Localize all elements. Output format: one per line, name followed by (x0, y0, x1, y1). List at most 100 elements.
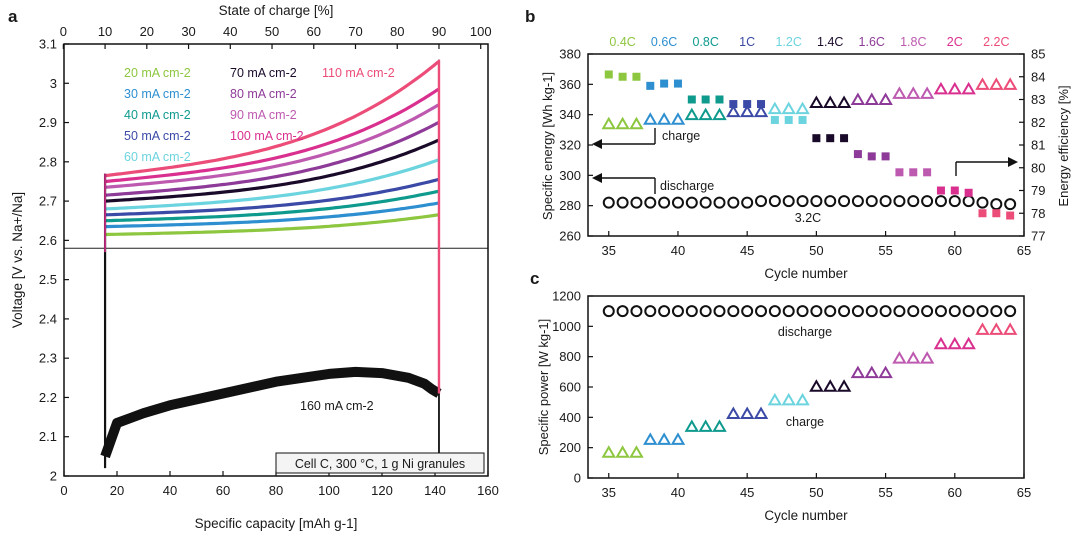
a-legend-entry: 80 mA cm-2 (230, 87, 297, 101)
panel-c-charge-label: charge (786, 415, 824, 429)
c-discharge-point (768, 305, 781, 318)
a-top-tick-label: 0 (60, 24, 67, 39)
a-top-tick-label: 70 (348, 24, 362, 39)
c-discharge-point (865, 305, 878, 318)
panel-label-c: c (530, 269, 539, 288)
b-crate-label: 2.2C (983, 35, 1009, 49)
b-efficiency-point (701, 95, 710, 104)
b-charge-point (961, 81, 976, 95)
a-ytick-label: 2.1 (39, 429, 57, 444)
b-discharge-point (658, 196, 671, 209)
c-charge-point (809, 379, 824, 392)
panel-b-charge-label: charge (662, 129, 700, 143)
panel-b-frame (587, 53, 1025, 237)
c-charge-point (892, 351, 907, 364)
b-charge-point (712, 107, 727, 121)
a-legend-entry: 110 mA cm-2 (322, 66, 395, 80)
c-charge-point (961, 336, 976, 350)
b-discharge-point (630, 196, 643, 209)
a-xtick-label: 100 (318, 483, 340, 498)
c-discharge-point (796, 305, 809, 318)
b-xtick-label: 45 (740, 243, 754, 258)
panel-b-rate-label: 3.2C (795, 211, 821, 225)
b-discharge-point (921, 195, 934, 208)
b-discharge-point (741, 196, 754, 209)
c-charge-point (684, 419, 700, 432)
b-discharge-point (810, 195, 823, 208)
c-xtick-label: 55 (878, 485, 892, 500)
a-charge-curve (105, 177, 439, 217)
panel-a-discharge-label: 160 mA cm-2 (300, 399, 374, 413)
c-charge-point (850, 365, 866, 379)
a-xtick-label: 140 (424, 483, 446, 498)
c-charge-point (836, 379, 852, 392)
c-discharge-point (962, 305, 975, 318)
b-crate-label: 1.4C (817, 35, 843, 49)
c-charge-point (726, 406, 741, 420)
b-charge-point (753, 104, 769, 118)
a-top-tick-label: 90 (432, 24, 446, 39)
b-ytick-label: 280 (559, 198, 581, 213)
a-legend-entry: 60 mA cm-2 (124, 150, 191, 164)
panel-label-a: a (8, 7, 18, 26)
a-charge-curve (105, 138, 440, 203)
b-ytick-right-label: 82 (1031, 115, 1045, 130)
b-discharge-point (976, 196, 989, 209)
c-charge-point (670, 432, 686, 445)
a-ytick-label: 2.8 (39, 154, 57, 169)
a-charge-curve (105, 189, 439, 223)
c-discharge-point (644, 305, 657, 318)
c-charge-point (906, 351, 921, 364)
b-efficiency-point (632, 72, 641, 81)
b-charge-point (933, 81, 949, 95)
b-crate-label: 1C (739, 35, 755, 49)
b-charge-point (975, 77, 990, 90)
c-ytick-label: 200 (559, 440, 581, 455)
b-efficiency-point (881, 152, 890, 161)
panel-a-annotation: Cell C, 300 °C, 1 g Ni granules (295, 457, 465, 471)
b-ytick-right-label: 77 (1031, 229, 1045, 244)
a-ytick-label: 2.4 (39, 311, 57, 326)
c-xtick-label: 40 (671, 485, 685, 500)
b-ytick-right-label: 83 (1031, 92, 1045, 107)
a-ytick-label: 2.7 (39, 194, 57, 209)
c-ytick-label: 1200 (552, 289, 581, 304)
b-charge-point (698, 107, 713, 121)
panel-a-ylabel: Voltage [V vs. Na+/Na] (10, 192, 25, 328)
b-charge-point (878, 92, 893, 105)
b-xtick-label: 35 (602, 243, 616, 258)
b-efficiency-point (1006, 211, 1015, 220)
b-charge-point (601, 116, 616, 130)
b-efficiency-point (978, 209, 987, 218)
c-charge-point (989, 322, 1004, 335)
b-efficiency-point (618, 72, 627, 81)
b-efficiency-point (964, 188, 973, 197)
c-discharge-point (810, 305, 823, 318)
c-discharge-point (934, 305, 947, 318)
b-discharge-point (685, 196, 698, 209)
b-xtick-label: 60 (948, 243, 962, 258)
b-efficiency-point (784, 115, 793, 124)
panel-b-ylabel-right: Energy efficiency [%] (1056, 85, 1071, 206)
b-discharge-point (782, 195, 795, 208)
c-charge-point (933, 336, 949, 350)
b-charge-point (809, 95, 824, 109)
c-discharge-point (727, 305, 740, 318)
b-efficiency-point (646, 81, 655, 90)
c-discharge-point (755, 305, 768, 318)
c-charge-point (878, 365, 893, 379)
a-charge-curve (105, 158, 439, 211)
a-charge-curve (105, 121, 440, 197)
panel-c-xlabel: Cycle number (764, 508, 848, 523)
c-discharge-point (921, 305, 934, 318)
b-discharge-point (602, 196, 615, 209)
a-charge-curve (105, 213, 439, 237)
c-discharge-point (948, 305, 961, 318)
c-discharge-point (699, 305, 712, 318)
c-charge-point (947, 336, 963, 350)
a-legend-entry: 30 mA cm-2 (124, 87, 191, 101)
panel-a-annotation-box (275, 452, 485, 474)
b-efficiency-point (936, 186, 945, 195)
a-xtick-label: 0 (60, 483, 67, 498)
b-ytick-label: 360 (559, 77, 581, 92)
